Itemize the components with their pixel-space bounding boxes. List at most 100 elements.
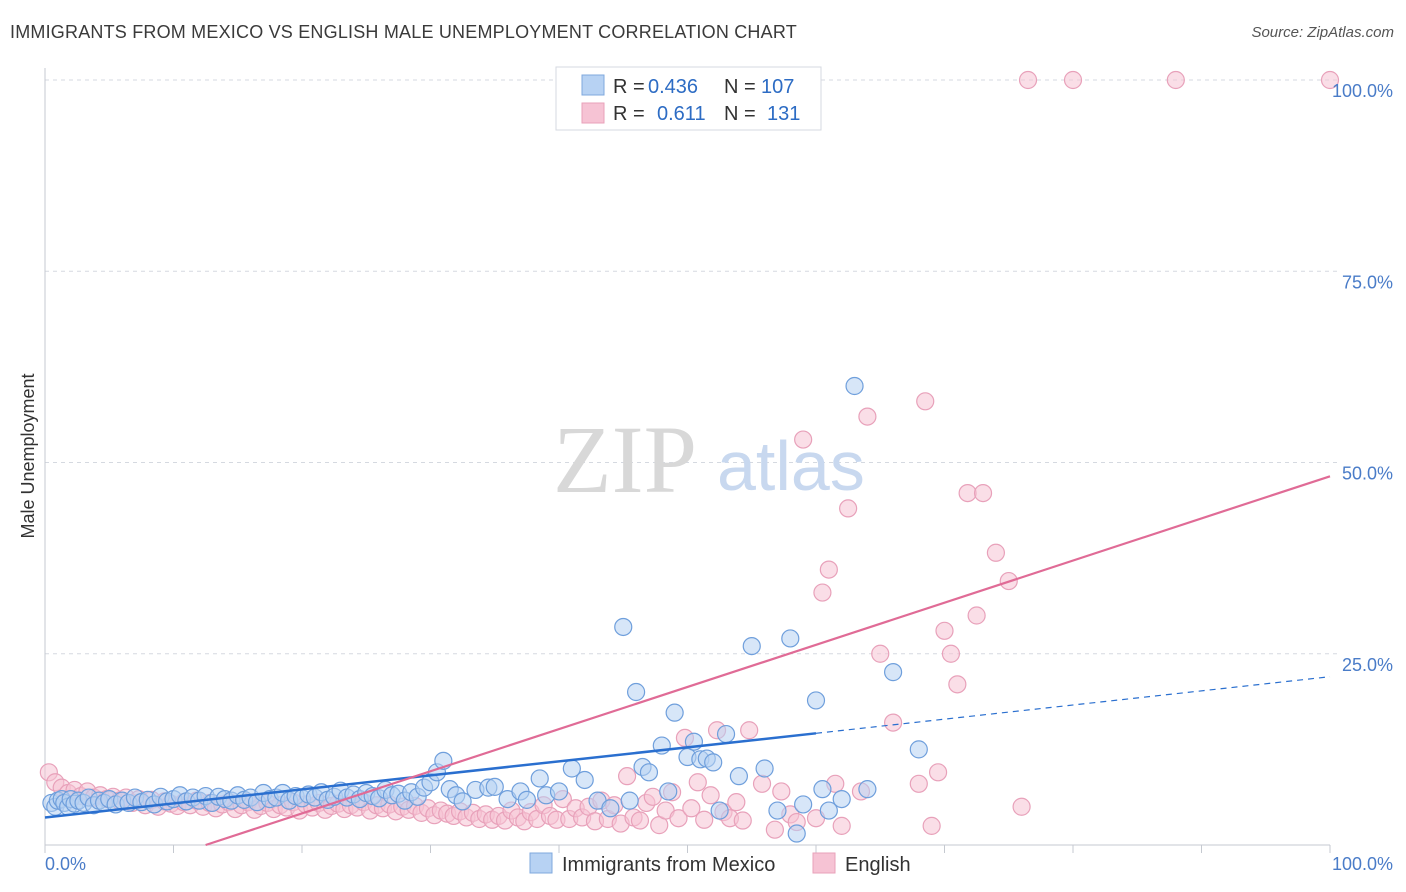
mexico-point-97 [716,724,736,744]
english-point-110 [752,774,772,793]
english-point-118 [819,560,838,579]
mexico-point-96 [710,801,729,820]
y-tick-labels: 25.0% 50.0% 75.0% 100.0% [1332,81,1393,675]
bottom-legend-swatch-english [812,852,836,874]
mexico-point-107 [819,801,838,820]
bottom-legend-mexico: Immigrants from Mexico [562,854,775,876]
y-tick-label-3: 100.0% [1332,81,1393,101]
english-point-101 [688,773,707,792]
english-point-112 [772,782,791,801]
mexico-point-105 [806,691,826,710]
axes [44,68,1331,853]
english-point-123 [858,407,877,426]
english-point-134 [967,606,986,625]
legend-r-label-2: R = [613,103,645,125]
english-point-130 [935,621,954,640]
legend-n-label-2: N = [724,103,756,125]
english-point-135 [973,484,993,503]
legend: R = 0.436 N = 107 R = 0.611 N = 131 [555,66,822,131]
legend-swatch-mexico [581,74,605,96]
english-point-128 [922,816,941,835]
mexico-point-75 [517,790,536,809]
english-point-117 [813,583,832,602]
mexico-point-100 [755,759,774,778]
english-point-115 [794,430,813,449]
legend-n-label-1: N = [724,76,756,98]
legend-r-value-2: 0.611 [657,103,706,125]
mexico-point-98 [729,767,749,786]
english-point-98 [669,809,688,828]
english-point-142 [1320,70,1340,90]
mexico-point-101 [768,801,787,820]
mexico-point-87 [639,763,659,782]
x-tick-label-0: 0.0% [45,854,86,874]
mexico-point-69 [453,792,472,811]
english-point-107 [727,793,746,812]
mexico-point-102 [781,629,800,648]
grid [45,79,1340,655]
trend-line-mexico [44,732,817,819]
english-point-90 [618,767,637,786]
source-label: Source: ZipAtlas.com [1251,24,1394,41]
mexico-point-72 [485,777,504,796]
english-point-141 [1166,70,1185,90]
english-point-132 [948,675,967,694]
english-point-129 [928,763,948,782]
english-point-120 [832,816,851,835]
mexico-point-95 [704,753,723,772]
trend-line-english [205,475,1331,847]
mexico-point-89 [659,782,678,801]
english-point-139 [1018,70,1038,90]
legend-swatch-english [581,102,605,124]
mexico-point-90 [665,703,684,722]
english-point-126 [909,774,928,793]
watermark-atlas: atlas [717,427,865,505]
mexico-point-80 [575,770,594,790]
y-tick-label-1: 50.0% [1342,464,1393,484]
mexico-point-82 [601,799,620,818]
english-point-92 [630,811,650,830]
bottom-legend-swatch-mexico [529,852,553,874]
english-point-127 [916,392,935,411]
legend-r-value-1: 0.436 [648,76,698,98]
mexico-point-106 [813,780,832,799]
english-point-102 [695,810,714,829]
english-point-136 [986,543,1006,562]
trend-line-mexico-extension [815,676,1331,734]
english-point-121 [839,499,858,518]
english-point-138 [1012,797,1031,816]
series-mexico-points [42,376,928,843]
mexico-point-103 [787,824,806,843]
mexico-point-111 [883,663,903,682]
english-point-125 [883,713,903,732]
mexico-point-84 [620,791,639,810]
mexico-point-85 [626,682,646,702]
english-point-111 [765,820,784,839]
mexico-point-78 [549,782,569,801]
watermark: ZIP atlas [553,406,865,513]
mexico-point-83 [614,617,633,637]
english-point-124 [871,644,890,663]
x-tick-labels: 0.0% 100.0% [45,854,1393,874]
chart-title: IMMIGRANTS FROM MEXICO VS ENGLISH MALE U… [10,22,797,42]
trend-lines [44,475,1331,847]
y-axis-label: Male Unemployment [18,373,38,538]
english-point-140 [1063,70,1083,90]
y-tick-label-2: 75.0% [1342,272,1393,292]
english-point-103 [701,786,720,805]
y-tick-label-0: 25.0% [1342,655,1393,675]
english-point-100 [682,799,701,818]
mexico-point-110 [858,780,877,799]
mexico-point-108 [832,789,851,809]
legend-n-value-2: 131 [767,103,800,125]
legend-r-label-1: R = [613,76,645,98]
watermark-zip: ZIP [553,406,697,513]
bottom-legend-english: English [845,854,911,876]
mexico-point-112 [909,740,928,759]
x-tick-label-1: 100.0% [1332,854,1393,874]
mexico-point-99 [742,636,761,656]
mexico-point-109 [845,376,864,396]
legend-n-value-1: 107 [761,76,794,98]
english-point-94 [643,787,662,806]
